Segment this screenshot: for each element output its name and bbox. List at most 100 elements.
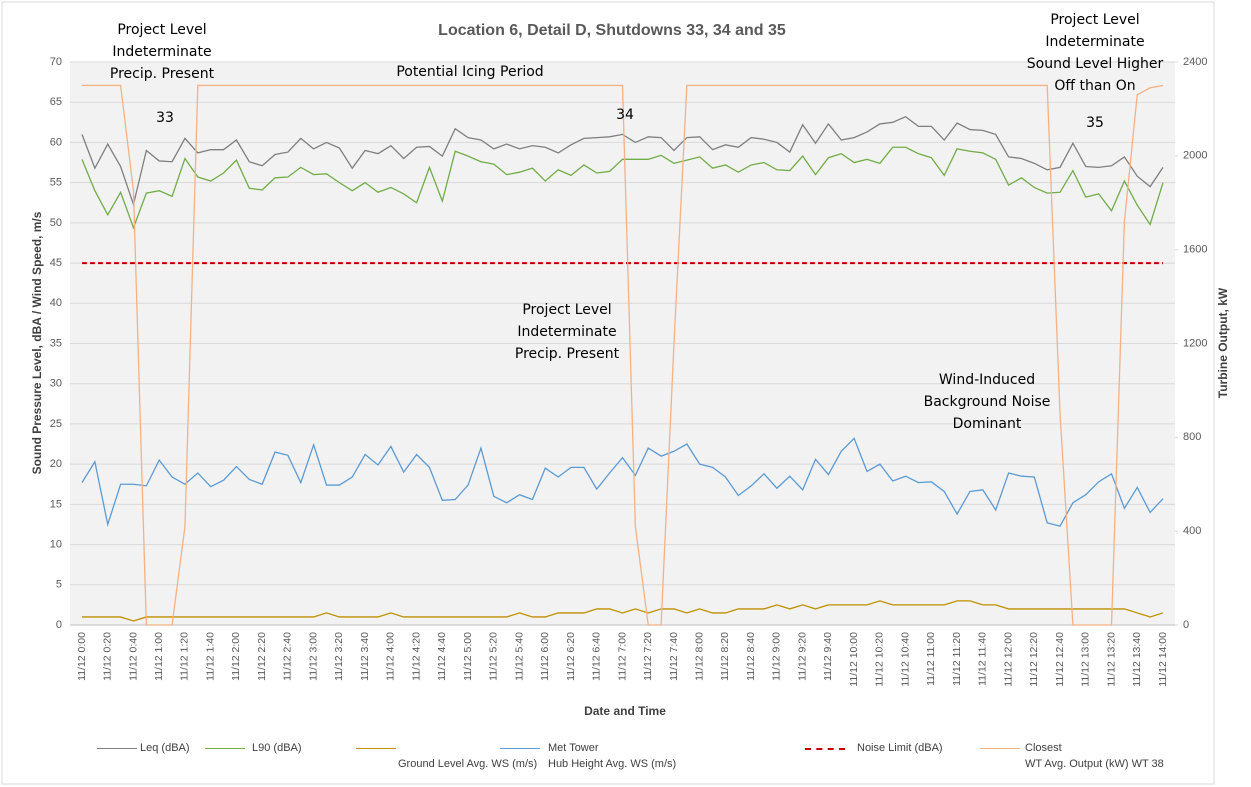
y-tick-label: 35	[50, 337, 62, 349]
x-tick-label: 11/12 6:20	[565, 632, 577, 681]
x-tick-label: 11/12 2:20	[256, 632, 268, 681]
x-tick-label: 11/12 7:00	[616, 632, 628, 681]
x-tick-label: 11/12 14:00	[1157, 632, 1169, 687]
y2-tick-label: 0	[1183, 619, 1189, 631]
annotation: Off than On	[1054, 78, 1135, 94]
y2-tick-label: 1200	[1183, 337, 1207, 349]
y2-tick-label: 800	[1183, 431, 1201, 443]
x-tick-label: 11/12 7:20	[642, 632, 654, 681]
x-tick-label: 11/12 13:00	[1080, 632, 1092, 687]
y-tick-label: 60	[50, 136, 62, 148]
y-tick-label: 30	[50, 378, 62, 390]
y-tick-label: 25	[50, 418, 62, 430]
annotation: Dominant	[953, 416, 1022, 432]
annotation: Precip. Present	[515, 346, 620, 362]
x-tick-label: 11/12 3:20	[333, 632, 345, 681]
y-tick-label: 50	[50, 217, 62, 229]
x-tick-label: 11/12 4:20	[410, 632, 422, 681]
x-tick-label: 11/12 11:20	[951, 632, 963, 686]
x-tick-label: 11/12 10:40	[899, 632, 911, 687]
series-line	[82, 600, 1164, 622]
y-tick-label: 65	[50, 96, 62, 108]
legend-label: Noise Limit (dBA)	[857, 742, 943, 754]
y-tick-label: 40	[50, 297, 62, 309]
series-line	[81, 146, 1164, 230]
y2-tick-label: 400	[1183, 525, 1201, 537]
x-tick-label: 11/12 1:40	[204, 632, 216, 681]
legend-swatch	[356, 748, 396, 749]
x-tick-label: 11/12 9:20	[796, 632, 808, 681]
x-tick-label: 11/12 4:40	[436, 632, 448, 681]
y-axis-title: Sound Pressure Level, dBA / Wind Speed, …	[30, 211, 44, 474]
x-tick-label: 11/12 5:20	[488, 632, 500, 681]
x-tick-label: 11/12 2:00	[230, 632, 242, 681]
legend-label: L90 (dBA)	[252, 742, 302, 754]
x-tick-label: 11/12 10:00	[848, 632, 860, 687]
y-tick-label: 45	[50, 257, 62, 269]
x-tick-label: 11/12 8:00	[693, 632, 705, 681]
chart-title: Location 6, Detail D, Shutdowns 33, 34 a…	[438, 22, 786, 39]
legend-swatch	[97, 748, 137, 749]
x-tick-label: 11/12 3:00	[307, 632, 319, 681]
x-tick-label: 11/12 5:00	[462, 632, 474, 681]
series-line	[81, 437, 1164, 528]
x-tick-label: 11/12 11:40	[977, 632, 989, 686]
x-tick-label: 11/12 9:40	[822, 632, 834, 681]
y2-tick-label: 2400	[1183, 56, 1207, 68]
x-tick-label: 11/12 5:40	[513, 632, 525, 681]
y2-axis-title: Turbine Output, kW	[1216, 287, 1230, 398]
x-tick-label: 11/12 0:20	[102, 632, 114, 681]
x-tick-label: 11/12 13:20	[1105, 632, 1117, 687]
annotation: 33	[156, 110, 174, 126]
annotation: Project Level	[117, 22, 206, 38]
annotation: 35	[1086, 115, 1104, 131]
y-tick-label: 55	[50, 177, 62, 189]
x-tick-label: 11/12 0:40	[127, 632, 139, 681]
y-tick-label: 10	[50, 538, 62, 550]
annotation: Indeterminate	[1045, 34, 1144, 50]
annotation: 34	[616, 107, 634, 123]
x-tick-label: 11/12 12:00	[1002, 632, 1014, 687]
annotation: Sound Level Higher	[1027, 56, 1164, 72]
x-tick-label: 11/12 1:00	[153, 632, 165, 681]
x-tick-label: 11/12 12:20	[1028, 632, 1040, 687]
x-tick-label: 11/12 12:40	[1054, 632, 1066, 687]
x-tick-label: 11/12 8:40	[745, 632, 757, 681]
legend-label: Closest WT Avg. Output (kW) WT 38	[1025, 742, 1164, 770]
y-tick-label: 5	[56, 579, 62, 591]
annotation: Potential Icing Period	[396, 64, 543, 80]
x-tick-label: 11/12 3:40	[359, 632, 371, 681]
y2-tick-label: 2000	[1183, 150, 1207, 162]
y-tick-label: 0	[56, 619, 62, 631]
y-tick-label: 70	[50, 56, 62, 68]
legend-swatch	[805, 748, 845, 750]
x-tick-label: 11/12 6:00	[539, 632, 551, 681]
legend-label: Leq (dBA)	[140, 742, 190, 754]
y-tick-label: 20	[50, 458, 62, 470]
x-tick-label: 11/12 10:20	[874, 632, 886, 687]
series-line	[82, 84, 1164, 626]
x-tick-label: 11/12 13:40	[1131, 632, 1143, 687]
x-tick-label: 11/12 4:00	[385, 632, 397, 681]
series-line	[81, 115, 1164, 207]
x-tick-label: 11/12 2:40	[282, 632, 294, 681]
x-tick-label: 11/12 6:40	[591, 632, 603, 681]
annotation: Project Level	[1050, 12, 1139, 28]
x-tick-label: 11/12 0:00	[76, 632, 88, 681]
annotation: Precip. Present	[110, 66, 215, 82]
legend-swatch	[205, 748, 245, 749]
legend-label: Met Tower Hub Height Avg. WS (m/s)	[548, 742, 677, 770]
legend-swatch	[980, 748, 1020, 749]
x-tick-label: 11/12 1:20	[179, 632, 191, 681]
annotation: Indeterminate	[517, 324, 616, 340]
legend-swatch	[500, 748, 540, 749]
annotation: Project Level	[522, 302, 611, 318]
x-tick-label: 11/12 11:00	[925, 632, 937, 686]
x-tick-label: 11/12 9:00	[771, 632, 783, 681]
annotation: Indeterminate	[112, 44, 211, 60]
annotation: Background Noise	[924, 394, 1051, 410]
annotation: Wind-Induced	[939, 372, 1035, 388]
x-tick-label: 11/12 7:40	[668, 632, 680, 681]
